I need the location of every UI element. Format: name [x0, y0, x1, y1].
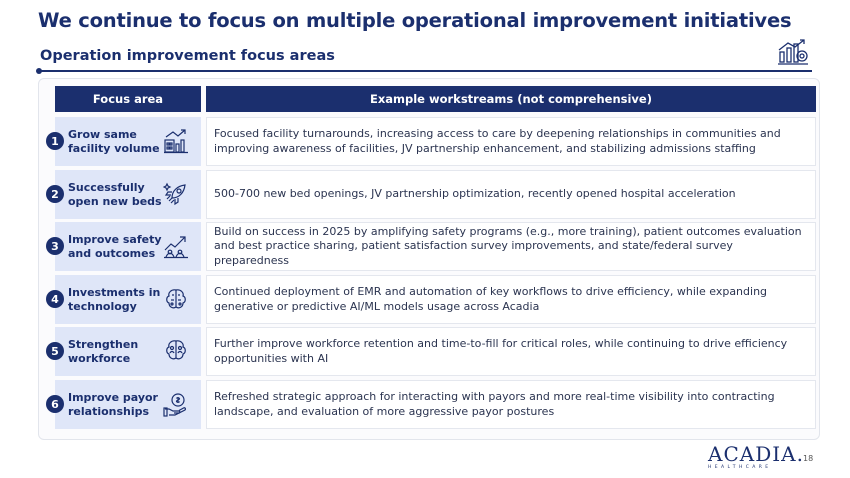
- workstream-cell: Build on success in 2025 by amplifying s…: [206, 222, 816, 271]
- page-number: 18: [803, 454, 814, 463]
- table-row: Improve payor relationships 6 Refreshed …: [46, 380, 816, 429]
- focus-cell: Investments in technology: [55, 275, 201, 324]
- workstream-text: 500-700 new bed openings, JV partnership…: [214, 187, 736, 201]
- workstream-text: Focused facility turnarounds, increasing…: [214, 127, 781, 155]
- trend-up-icon: [164, 236, 188, 259]
- workstream-text: Build on success in 2025 by amplifying s…: [214, 224, 802, 267]
- focus-label: Successfully open new beds: [68, 181, 162, 208]
- focus-label: Improve payor relationships: [68, 391, 158, 418]
- row-number-badge: 5: [46, 342, 64, 360]
- row-number-badge: 6: [46, 395, 64, 413]
- focus-label: Grow same facility volume: [68, 128, 160, 155]
- logo-tagline: HEALTHCARE: [708, 465, 772, 470]
- row-number-badge: 4: [46, 290, 64, 308]
- slide-subtitle: Operation improvement focus areas: [40, 48, 335, 64]
- row-number-badge: 2: [46, 185, 64, 203]
- acadia-logo: ACADIA. HEALTHCARE: [708, 442, 804, 470]
- table-row: Improve safety and outcomes 3 Build on s…: [46, 222, 816, 271]
- table-row: Investments in technology 4 Continued de…: [46, 275, 816, 324]
- subtitle-rule: [38, 70, 812, 72]
- row-number-badge: 1: [46, 132, 64, 150]
- focus-cell: Successfully open new beds: [55, 170, 201, 219]
- analytics-icon: [778, 39, 808, 65]
- rocket-icon: [163, 182, 186, 206]
- focus-cell: Improve safety and outcomes: [55, 222, 201, 271]
- brain-circuit-icon: [166, 289, 186, 309]
- chart-building-icon: [164, 129, 188, 154]
- workforce-icon: [166, 340, 186, 360]
- logo-wordmark: ACADIA.: [708, 442, 804, 466]
- focus-cell: Grow same facility volume: [55, 117, 201, 166]
- workstream-text: Further improve workforce retention and …: [214, 337, 788, 365]
- workstream-cell: 500-700 new bed openings, JV partnership…: [206, 170, 816, 219]
- workstream-cell: Refreshed strategic approach for interac…: [206, 380, 816, 429]
- workstream-cell: Continued deployment of EMR and automati…: [206, 275, 816, 324]
- slide-title: We continue to focus on multiple operati…: [38, 9, 792, 32]
- workstream-text: Continued deployment of EMR and automati…: [214, 285, 768, 313]
- header-focus-area: Focus area: [55, 86, 201, 112]
- table-row: Grow same facility volume 1 Focused faci…: [46, 117, 816, 166]
- table-row: Successfully open new beds 2 500-700 new…: [46, 170, 816, 219]
- focus-label: Investments in technology: [68, 286, 161, 313]
- focus-cell: Strengthen workforce: [55, 327, 201, 376]
- header-workstreams: Example workstreams (not comprehensive): [206, 86, 816, 112]
- workstream-cell: Further improve workforce retention and …: [206, 327, 816, 376]
- focus-cell: Improve payor relationships: [55, 380, 201, 429]
- workstream-text: Refreshed strategic approach for interac…: [214, 390, 775, 418]
- hand-money-icon: [163, 393, 186, 417]
- workstream-cell: Focused facility turnarounds, increasing…: [206, 117, 816, 166]
- row-number-badge: 3: [46, 237, 64, 255]
- focus-label: Improve safety and outcomes: [68, 233, 162, 260]
- focus-label: Strengthen workforce: [68, 338, 139, 365]
- table-row: Strengthen workforce 5 Further improve w…: [46, 327, 816, 376]
